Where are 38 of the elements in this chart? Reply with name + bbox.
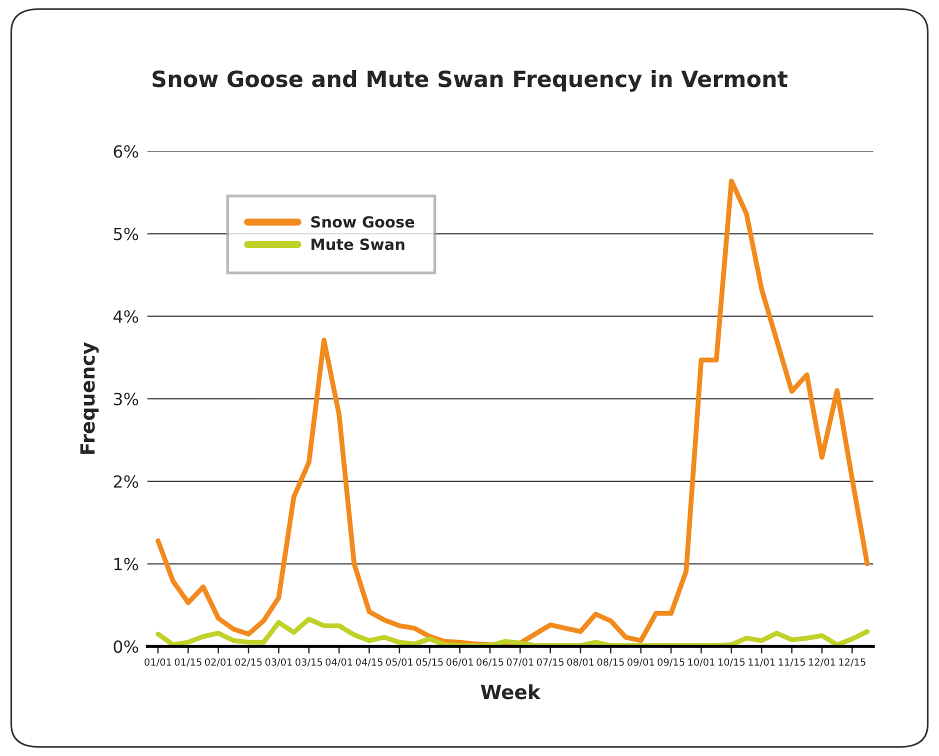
x-tick-label: 06/15 — [476, 658, 504, 666]
x-tick-label: 05/15 — [416, 658, 443, 666]
x-tick-label: 07/01 — [506, 658, 534, 666]
y-tick-label: 4% — [113, 310, 138, 323]
x-tick-label: 08/15 — [597, 658, 624, 666]
y-tick-label: 0% — [114, 640, 138, 653]
x-tick-label: 01/15 — [174, 658, 202, 666]
x-tick-label: 05/01 — [386, 658, 413, 666]
x-tick-label: 02/01 — [204, 658, 232, 666]
line-series — [156, 178, 870, 646]
x-tick-label: 11/15 — [778, 658, 805, 666]
y-tick-label: 1% — [114, 558, 138, 570]
x-tick-label: 03/15 — [296, 658, 322, 666]
x-tick-label: 01/01 — [144, 658, 172, 666]
x-tick-label: 10/15 — [718, 658, 745, 666]
x-tick-label: 10/01 — [688, 658, 714, 666]
x-tick-label: 09/15 — [658, 658, 684, 666]
y-axis-title: Frequency — [80, 342, 99, 454]
x-tick-label: 08/01 — [567, 658, 594, 666]
line-series — [156, 616, 870, 646]
x-tick-label: 12/15 — [839, 658, 866, 666]
x-tick-label: 03/01 — [265, 658, 292, 666]
x-tick-label: 04/01 — [326, 658, 352, 666]
x-tick-label: 04/15 — [356, 658, 382, 666]
chart-title: Snow Goose and Mute Swan Frequency in Vermont — [152, 70, 788, 92]
x-tick-label: 02/15 — [235, 658, 262, 666]
x-tick-label: 09/01 — [628, 658, 654, 666]
x-tick-label: 06/01 — [446, 658, 473, 666]
x-tick-label: 07/15 — [536, 658, 564, 666]
y-tick-label: 5% — [114, 228, 138, 240]
legend-label: Snow Goose — [311, 216, 414, 228]
x-tick-label: 12/01 — [809, 658, 836, 666]
x-tick-label: 11/01 — [748, 658, 775, 666]
y-tick-label: 3% — [114, 392, 138, 406]
y-tick-label: 2% — [114, 475, 138, 488]
legend-label: Mute Swan — [312, 238, 404, 250]
y-tick-label: 6% — [114, 145, 138, 158]
x-axis-title: Week — [480, 684, 541, 700]
